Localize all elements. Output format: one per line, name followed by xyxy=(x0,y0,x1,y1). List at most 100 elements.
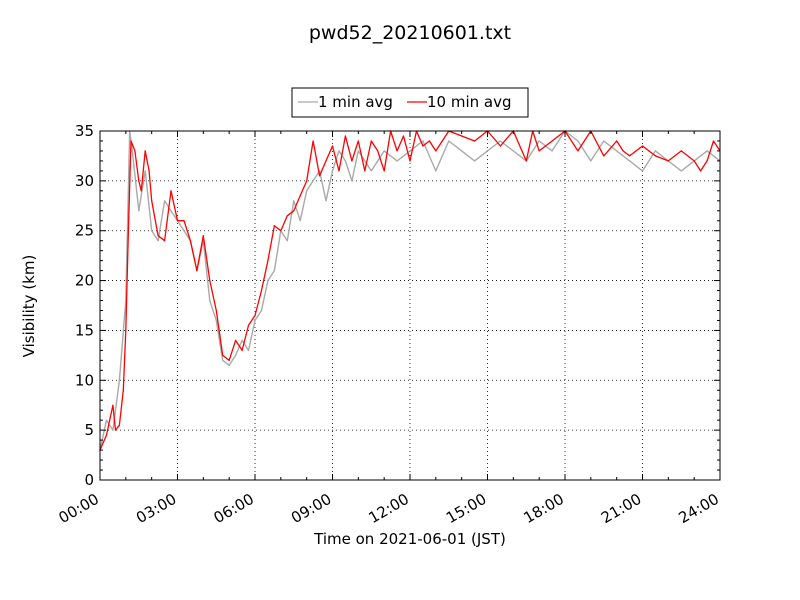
data-point-1-min-avg xyxy=(706,150,708,152)
y-tick-label: 15 xyxy=(75,321,94,339)
data-point-1-min-avg xyxy=(383,150,385,152)
data-point-1-min-avg xyxy=(138,210,140,212)
data-point-1-min-avg xyxy=(448,140,450,142)
data-point-1-min-avg xyxy=(286,240,288,242)
data-point-1-min-avg xyxy=(486,150,489,152)
data-point-1-min-avg xyxy=(590,160,592,162)
data-point-10-min-avg xyxy=(105,434,108,436)
data-point-10-min-avg xyxy=(127,230,129,232)
data-point-1-min-avg xyxy=(151,230,153,232)
data-point-10-min-avg xyxy=(377,150,379,152)
legend-label-10-min-avg: 10 min avg xyxy=(427,93,512,111)
x-tick-label: 06:00 xyxy=(211,490,257,527)
data-point-10-min-avg xyxy=(325,160,327,162)
data-point-1-min-avg xyxy=(209,299,211,302)
data-point-10-min-avg xyxy=(280,230,282,232)
data-point-10-min-avg xyxy=(435,150,437,152)
data-point-1-min-avg xyxy=(105,419,108,421)
series-10-min-avg xyxy=(99,130,721,451)
data-point-1-min-avg xyxy=(118,379,120,381)
series-line-10-min-avg xyxy=(99,130,721,451)
data-point-10-min-avg xyxy=(215,309,217,312)
data-point-1-min-avg xyxy=(538,140,540,142)
legend-label-1-min-avg: 1 min avg xyxy=(318,93,393,111)
data-point-10-min-avg xyxy=(654,155,657,157)
data-point-1-min-avg xyxy=(247,349,250,351)
data-point-1-min-avg xyxy=(144,170,146,172)
data-point-1-min-avg xyxy=(267,280,269,282)
y-axis-title: Visibility (km) xyxy=(20,255,38,358)
data-point-10-min-avg xyxy=(396,150,398,152)
data-point-1-min-avg xyxy=(164,200,166,202)
chart-title: pwd52_20210601.txt xyxy=(309,22,511,44)
data-point-10-min-avg xyxy=(538,150,540,152)
data-point-1-min-avg xyxy=(273,270,275,272)
x-tick-label: 00:00 xyxy=(56,490,102,527)
x-tick-label: 15:00 xyxy=(443,490,489,527)
data-point-1-min-avg xyxy=(170,210,172,212)
data-point-1-min-avg xyxy=(461,150,463,152)
x-tick-label: 03:00 xyxy=(133,490,179,527)
data-point-10-min-avg xyxy=(409,160,411,162)
data-point-1-min-avg xyxy=(474,160,476,162)
data-point-1-min-avg xyxy=(293,200,295,202)
data-point-1-min-avg xyxy=(435,170,437,172)
data-point-10-min-avg xyxy=(286,215,288,217)
data-point-10-min-avg xyxy=(616,140,618,142)
data-point-10-min-avg xyxy=(693,160,695,162)
series-1-min-avg xyxy=(99,130,721,451)
data-point-10-min-avg xyxy=(577,150,579,152)
y-tick-label: 25 xyxy=(75,222,94,240)
data-point-10-min-avg xyxy=(525,160,527,162)
data-point-10-min-avg xyxy=(235,339,237,341)
data-point-1-min-avg xyxy=(325,200,327,202)
data-point-1-min-avg xyxy=(183,230,185,232)
data-point-1-min-avg xyxy=(331,170,334,172)
data-point-1-min-avg xyxy=(112,429,114,431)
data-point-10-min-avg xyxy=(422,145,424,147)
data-point-10-min-avg xyxy=(622,150,624,152)
data-point-10-min-avg xyxy=(603,155,605,157)
y-tick-label: 10 xyxy=(75,371,94,389)
data-point-10-min-avg xyxy=(338,170,340,172)
data-point-10-min-avg xyxy=(151,200,153,202)
data-point-10-min-avg xyxy=(293,210,295,212)
data-point-10-min-avg xyxy=(351,160,353,162)
data-point-10-min-avg xyxy=(383,170,385,172)
y-tick-label: 20 xyxy=(75,272,94,290)
y-tick-label: 30 xyxy=(75,172,94,190)
data-point-10-min-avg xyxy=(428,140,430,142)
data-point-1-min-avg xyxy=(235,354,237,356)
data-point-10-min-avg xyxy=(499,145,501,147)
series-line-1-min-avg xyxy=(99,130,721,451)
data-point-1-min-avg xyxy=(306,190,308,192)
data-point-1-min-avg xyxy=(312,180,314,182)
data-point-1-min-avg xyxy=(299,220,301,222)
data-point-1-min-avg xyxy=(370,170,372,172)
data-point-1-min-avg xyxy=(422,140,424,142)
data-point-10-min-avg xyxy=(344,135,346,137)
data-point-1-min-avg xyxy=(654,150,657,152)
data-point-10-min-avg xyxy=(170,190,172,192)
x-axis-title: Time on 2021-06-01 (JST) xyxy=(313,530,506,548)
data-point-10-min-avg xyxy=(125,329,127,331)
data-point-10-min-avg xyxy=(680,150,682,152)
data-point-10-min-avg xyxy=(551,140,553,142)
data-point-10-min-avg xyxy=(331,145,334,147)
data-point-10-min-avg xyxy=(273,225,275,227)
data-point-10-min-avg xyxy=(114,429,117,431)
y-tick-label: 5 xyxy=(84,421,94,439)
x-tick-label: 18:00 xyxy=(521,490,567,527)
data-point-10-min-avg xyxy=(706,160,708,162)
data-point-10-min-avg xyxy=(474,140,476,142)
data-point-10-min-avg xyxy=(222,354,224,356)
data-point-10-min-avg xyxy=(189,240,191,242)
y-axis: 0 5 10 15 20 25 30 35 xyxy=(75,122,720,489)
data-point-10-min-avg xyxy=(370,140,372,142)
data-point-10-min-avg xyxy=(228,359,230,361)
data-point-10-min-avg xyxy=(138,180,140,182)
data-point-1-min-avg xyxy=(338,150,340,152)
data-point-10-min-avg xyxy=(267,260,269,262)
data-point-1-min-avg xyxy=(409,150,411,152)
